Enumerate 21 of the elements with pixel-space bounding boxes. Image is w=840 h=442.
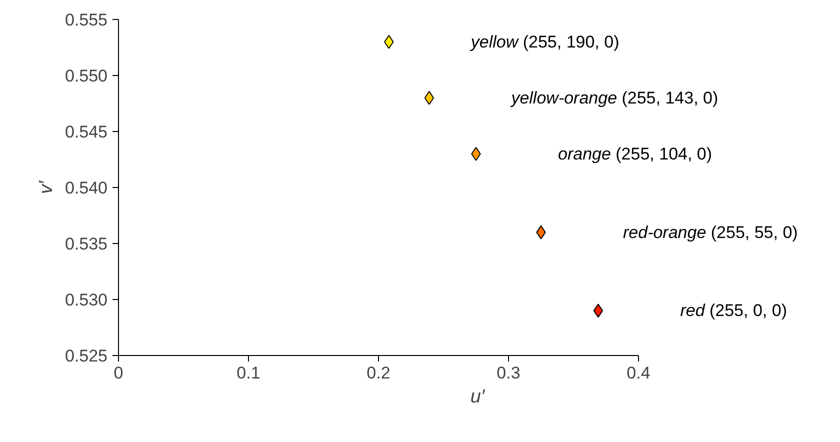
x-tick-label: 0 — [114, 364, 124, 382]
text: yellow-orange (255, 143, 0) — [511, 88, 718, 108]
y-tick-label: 0.550 — [64, 66, 108, 86]
point — [593, 304, 604, 318]
x-tick-label: 0.3 — [496, 364, 520, 382]
text: yellow (255, 190, 0) — [470, 32, 620, 52]
y-tick-label: 0.525 — [64, 346, 108, 366]
x-tick-label: 0.1 — [236, 364, 260, 382]
y-tick-label: 0.535 — [64, 234, 108, 254]
x-tick-label: 0.2 — [366, 364, 390, 382]
y-tick-label: 0.545 — [64, 122, 108, 142]
y-tick-label: 0.555 — [64, 10, 108, 30]
y-tick-label: 0.540 — [64, 178, 108, 198]
point — [424, 90, 434, 105]
y-axis-title: v′ — [36, 180, 57, 194]
text: red (255, 0, 0) — [680, 301, 787, 320]
text: red-orange (255, 55, 0) — [623, 222, 798, 242]
x-axis-title: u′ — [470, 386, 486, 408]
text: orange (255, 104, 0) — [558, 144, 712, 164]
y-tick-label: 0.530 — [64, 290, 108, 310]
x-tick-label: 0.4 — [626, 364, 650, 382]
